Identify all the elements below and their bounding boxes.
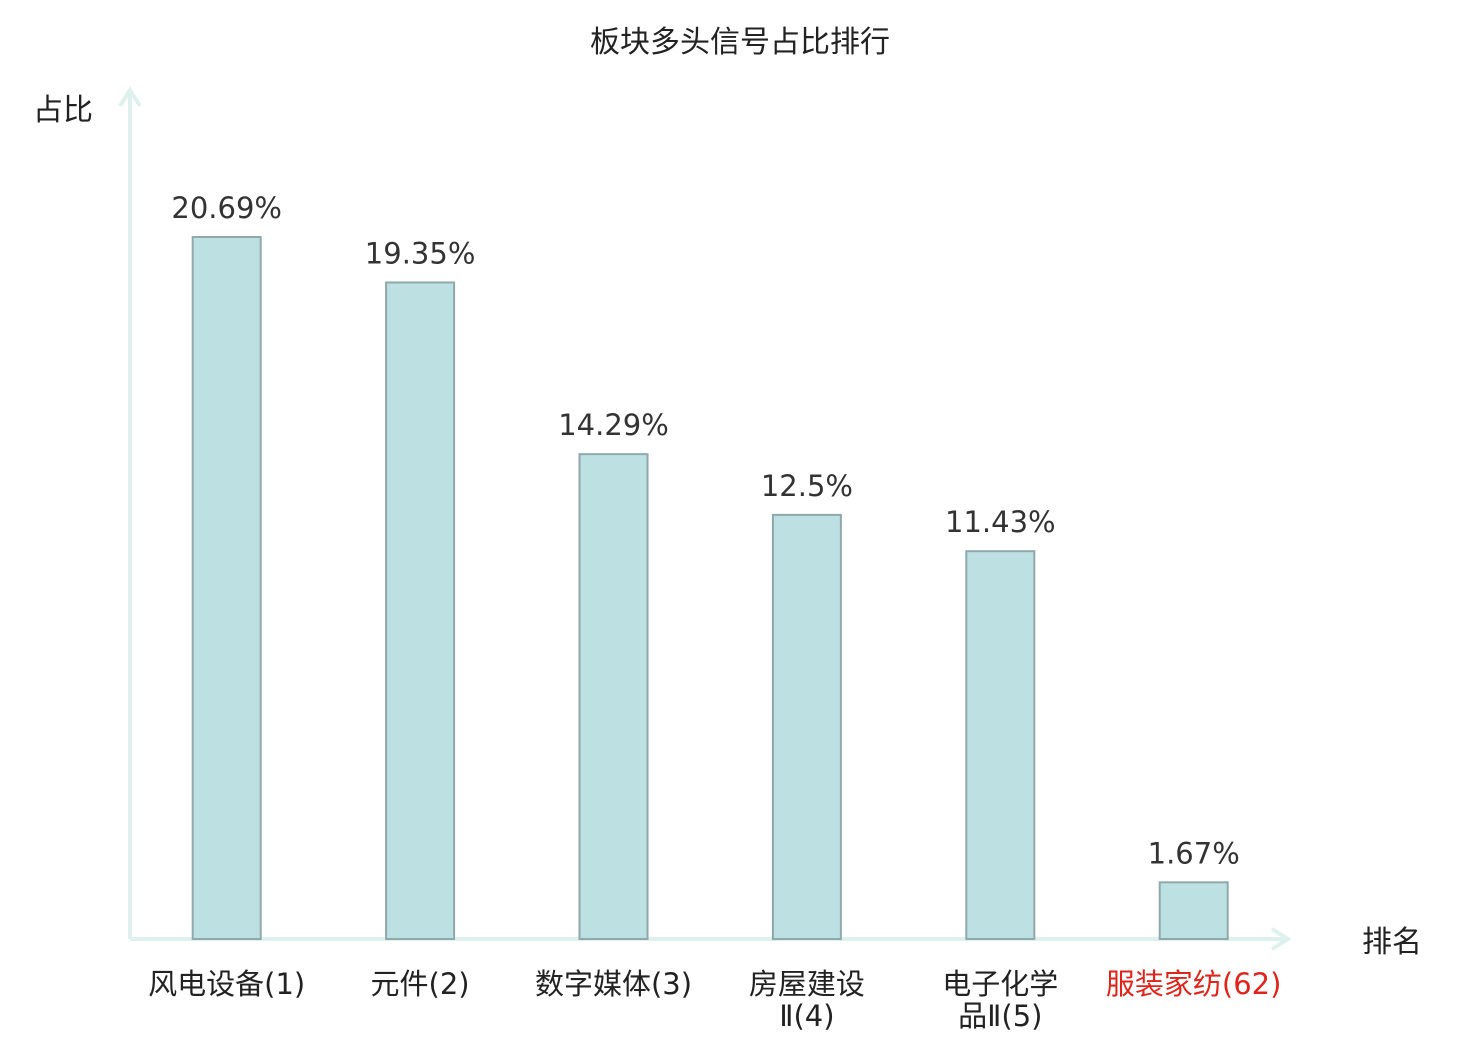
y-axis-title: 占比 — [33, 93, 93, 128]
value-label: 20.69% — [171, 191, 282, 225]
category-label: Ⅱ(4) — [779, 999, 834, 1033]
axes — [118, 86, 1292, 951]
category-label: 风电设备(1) — [148, 967, 305, 1001]
category-label: 服装家纺(62) — [1106, 967, 1282, 1001]
bar — [385, 281, 456, 940]
y-axis-arrow — [118, 86, 142, 108]
value-label: 11.43% — [945, 505, 1056, 539]
value-label: 19.35% — [365, 236, 476, 270]
bar — [965, 550, 1036, 941]
category-label: 品Ⅱ(5) — [958, 999, 1042, 1033]
category-label: 数字媒体(3) — [535, 967, 692, 1001]
category-label: 房屋建设 — [749, 967, 865, 1001]
value-label: 14.29% — [558, 408, 669, 442]
chart-title: 板块多头信号占比排行 — [590, 25, 890, 60]
x-axis-title: 排名 — [1362, 925, 1422, 960]
value-labels: 20.69% 19.35% 14.29% 12.5% 11.43% 1.67% — [171, 191, 1239, 870]
bar — [578, 453, 649, 940]
category-label: 电子化学 — [942, 967, 1058, 1001]
bar — [191, 236, 262, 940]
value-label: 1.67% — [1148, 836, 1240, 870]
bar — [1158, 881, 1229, 940]
x-axis-arrow — [1270, 927, 1292, 951]
bars — [191, 236, 1229, 941]
bar — [771, 513, 842, 940]
value-label: 12.5% — [761, 469, 853, 503]
category-label: 元件(2) — [371, 967, 470, 1001]
